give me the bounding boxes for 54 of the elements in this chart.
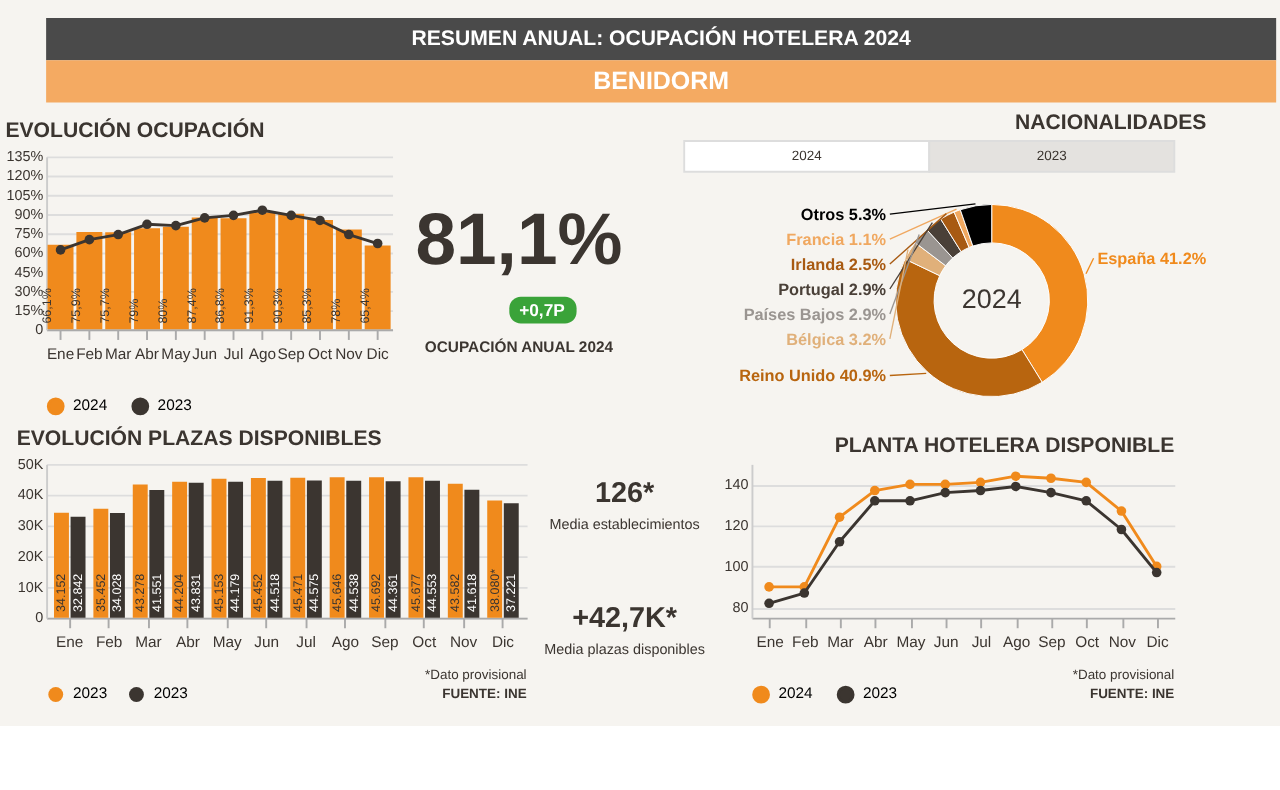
x-tick-label: Nov <box>335 345 363 364</box>
text: 126* <box>594 478 656 511</box>
chart-title: NACIONALIDADES <box>1015 110 1207 135</box>
text: RESUMEN ANUAL: OCUPACIÓN HOTELERA 2024 <box>411 24 911 51</box>
text: +42,7K* <box>572 603 678 636</box>
x-tick-label: Dic <box>366 345 390 364</box>
x-tick-label: Nov <box>1108 633 1137 652</box>
x-tick-label: May <box>896 633 926 652</box>
x-tick-label: Mar <box>104 345 133 364</box>
legend-label: 2023 <box>73 684 108 703</box>
x-tick-label: Feb <box>76 345 103 364</box>
x-tick-label: Nov <box>449 633 478 652</box>
x-tick-label: Dic <box>1146 633 1170 652</box>
x-tick-label: Ago <box>331 633 360 652</box>
x-tick-label: May <box>161 345 191 364</box>
chart-title: EVOLUCIÓN OCUPACIÓN <box>5 117 265 144</box>
text: +0,7P <box>519 299 566 320</box>
legend-label: 2023 <box>153 684 188 703</box>
x-tick-label: Jun <box>192 345 218 364</box>
x-tick-label: Feb <box>792 633 819 652</box>
x-tick-label: Ago <box>248 345 276 364</box>
x-tick-label: Sep <box>371 633 399 652</box>
legend-label: 2023 <box>862 684 898 703</box>
x-tick-label: Jul <box>296 633 317 652</box>
x-tick-label: Abr <box>175 633 201 652</box>
x-tick-label: Jul <box>223 345 244 364</box>
text: 81,1% <box>415 198 623 281</box>
x-tick-label: Oct <box>1075 633 1101 652</box>
x-tick-label: Ago <box>1003 633 1031 652</box>
text: BENIDORM <box>593 67 730 96</box>
x-tick-label: Oct <box>308 345 334 364</box>
x-tick-label: Feb <box>95 633 123 652</box>
x-tick-label: Abr <box>863 633 889 652</box>
x-tick-label: Mar <box>827 633 855 652</box>
x-tick-label: Sep <box>277 345 305 364</box>
legend-label: 2023 <box>157 396 192 415</box>
x-tick-label: Mar <box>135 633 163 652</box>
x-tick-label: Jul <box>971 633 992 652</box>
chart-title: PLANTA HOTELERA DISPONIBLE <box>834 434 1175 459</box>
x-tick-label: Oct <box>412 633 438 652</box>
x-tick-label: Jun <box>933 633 959 652</box>
text: 2024 <box>961 284 1023 315</box>
x-tick-label: Ene <box>46 345 75 364</box>
legend-label: 2024 <box>778 684 814 703</box>
legend-label: 2024 <box>73 396 109 415</box>
chart-title: EVOLUCIÓN PLAZAS DISPONIBLES <box>16 424 382 451</box>
x-tick-label: Sep <box>1038 633 1066 652</box>
text: OCUPACIÓN ANUAL 2024 <box>424 338 615 357</box>
x-tick-label: Ene <box>56 633 84 652</box>
x-tick-label: Abr <box>135 345 160 364</box>
x-tick-label: Dic <box>491 633 515 652</box>
x-tick-label: Ene <box>756 633 784 652</box>
x-tick-label: May <box>212 633 243 652</box>
x-tick-label: Jun <box>254 633 280 652</box>
